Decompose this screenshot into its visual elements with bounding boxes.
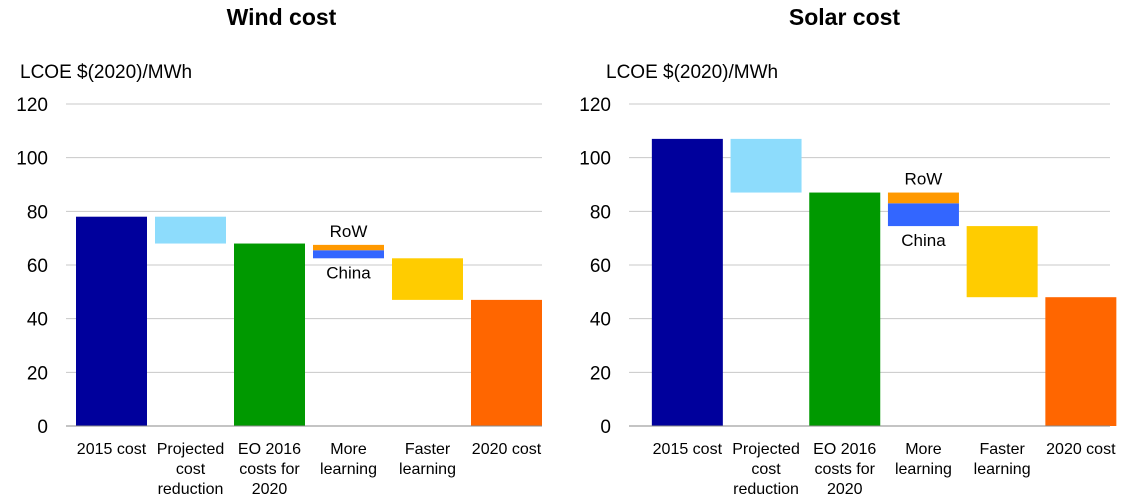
- y-tick-label: 120: [579, 95, 611, 116]
- y-tick-label: 0: [600, 417, 611, 438]
- y-tick-label: 40: [27, 310, 48, 331]
- x-tick-label: Projected cost reduction: [732, 441, 800, 498]
- chart-title: Wind cost: [226, 4, 337, 30]
- bar-row: [313, 244, 384, 251]
- annotation-row: RoW: [330, 222, 368, 241]
- bar-decrease: [730, 138, 802, 193]
- y-tick-label: 0: [37, 417, 48, 438]
- bar-total: [76, 216, 147, 426]
- solar-plot-area: 0 20 40 60 80 100 120 RoW China 2015 cost Projecte…: [579, 95, 1117, 498]
- y-tick-label: 20: [590, 363, 611, 384]
- y-tick-label: 80: [27, 202, 48, 223]
- x-tick-label: Projected cost reduction: [157, 441, 225, 498]
- solar-cost-chart: Solar cost LCOE $(2020)/MWh 0 20 40 60 80 100…: [563, 0, 1126, 504]
- annotation-row: RoW: [905, 170, 943, 189]
- chart-title: Solar cost: [788, 4, 901, 30]
- x-tick-label: Faster learning: [974, 441, 1031, 478]
- y-tick-label: 60: [590, 256, 611, 277]
- x-tick-label: 2015 cost: [77, 441, 147, 458]
- bar-total: [651, 138, 723, 426]
- wind-plot-area: 0 20 40 60 80 100 120 RoW China 2015 cost Projecte…: [16, 95, 542, 498]
- bar-decrease: [155, 216, 226, 244]
- x-tick-label: More learning: [895, 441, 952, 478]
- y-tick-label: 120: [16, 95, 48, 116]
- bar-total: [809, 192, 881, 426]
- bar-decrease: [966, 226, 1038, 298]
- x-tick-label: 2020 cost: [1046, 441, 1116, 458]
- y-tick-label: 100: [16, 149, 48, 170]
- x-tick-label: EO 2016 costs for 2020: [813, 441, 876, 498]
- y-tick-label: 60: [27, 256, 48, 277]
- x-tick-label: EO 2016 costs for 2020: [238, 441, 301, 498]
- x-tick-label: Faster learning: [399, 441, 456, 478]
- bar-total: [471, 299, 542, 426]
- annotation-china: China: [901, 231, 946, 250]
- y-tick-label: 40: [590, 310, 611, 331]
- bar-china: [313, 250, 384, 259]
- bar-total: [234, 243, 305, 426]
- annotation-china: China: [326, 263, 371, 282]
- bar-decrease: [392, 258, 463, 300]
- y-axis-label: LCOE $(2020)/MWh: [20, 62, 193, 83]
- y-axis-label: LCOE $(2020)/MWh: [606, 62, 779, 83]
- x-tick-label: 2020 cost: [472, 441, 542, 458]
- y-tick-label: 100: [579, 149, 611, 170]
- bar-china: [887, 203, 959, 227]
- x-tick-label: More learning: [320, 441, 377, 478]
- bar-row: [887, 192, 959, 204]
- x-tick-label: 2015 cost: [653, 441, 723, 458]
- y-tick-label: 20: [27, 363, 48, 384]
- bar-total: [1045, 297, 1117, 426]
- y-tick-label: 80: [590, 202, 611, 223]
- wind-cost-chart: Wind cost LCOE $(2020)/MWh 0 20 40 60 80 100 1…: [16, 4, 542, 498]
